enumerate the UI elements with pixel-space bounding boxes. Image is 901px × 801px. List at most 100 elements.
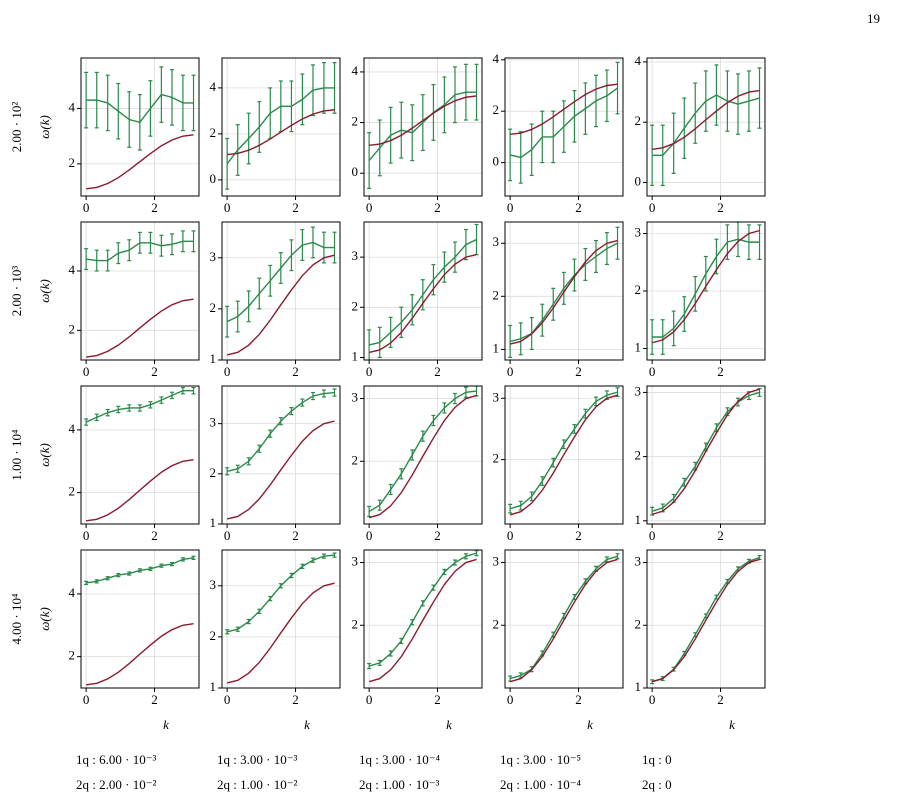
error-bar — [431, 414, 436, 427]
y-tick-label: 3 — [493, 554, 500, 569]
axes-frame — [646, 385, 766, 525]
series-line — [368, 552, 477, 667]
error-bar — [235, 464, 240, 473]
panel: 0 2 1 2 3 — [210, 385, 341, 543]
series-line — [226, 420, 335, 520]
plot-area — [508, 387, 620, 516]
plot-area — [225, 61, 337, 190]
annotation: 2q : 0 — [642, 777, 672, 792]
error-bar — [321, 389, 326, 398]
series-line — [651, 229, 760, 344]
error-bar — [116, 405, 121, 414]
error-bar — [332, 388, 337, 397]
error-bar — [116, 572, 121, 578]
x-tick-label: 2 — [292, 364, 299, 379]
error-bar — [278, 252, 283, 284]
plot-area — [508, 61, 620, 184]
series-line — [369, 95, 477, 147]
series-line — [86, 134, 194, 190]
error-bar — [116, 82, 121, 140]
error-bar — [246, 290, 251, 323]
error-bar — [148, 566, 153, 571]
series-line — [509, 239, 618, 345]
error-bar — [540, 110, 545, 164]
series-line — [86, 623, 194, 686]
error-bar — [127, 571, 132, 576]
error-bar — [105, 576, 110, 581]
x-tick-label: 0 — [224, 692, 231, 707]
x-tick-label: 2 — [575, 200, 582, 215]
error-bar — [300, 73, 305, 126]
x-tick-label: 2 — [434, 364, 441, 379]
series-line — [227, 109, 335, 156]
plot-area — [84, 230, 196, 358]
panel: 0 2 2 3 k 1q : 3.00 · 10⁻⁴ 2q : 1.00 · 10⁻³ — [352, 549, 483, 792]
error-bar — [321, 61, 326, 114]
y-tick-label: 2 — [635, 616, 642, 631]
error-bar — [257, 608, 262, 614]
error-bar — [268, 429, 273, 438]
series-line — [226, 582, 335, 684]
error-bar — [442, 251, 447, 283]
error-bar — [660, 124, 665, 187]
error-bar — [148, 80, 153, 137]
error-bar — [442, 76, 447, 134]
error-bar — [300, 229, 305, 261]
x-tick-label: 2 — [575, 528, 582, 543]
error-bar — [551, 457, 556, 468]
x-axis-label: k — [304, 717, 310, 732]
x-tick-label: 2 — [292, 528, 299, 543]
y-tick-label: 1 — [352, 348, 359, 363]
error-bar — [278, 417, 283, 426]
panel: 0 2 1 2 3 — [493, 221, 624, 379]
error-bar — [540, 476, 545, 486]
error-bar — [137, 404, 142, 412]
y-tick-label: 4 — [493, 51, 500, 66]
y-tick-label: 4 — [69, 421, 76, 436]
y-tick-label: 4 — [352, 63, 359, 78]
row-label: 1.00 · 10⁴ — [9, 429, 24, 481]
annotation: 2q : 1.00 · 10⁻⁴ — [500, 777, 582, 792]
plot-area — [650, 555, 762, 685]
series-line — [509, 391, 618, 510]
error-bar — [225, 467, 230, 476]
error-bar — [84, 71, 89, 129]
error-bar — [593, 74, 598, 128]
y-tick-label: 2 — [493, 451, 500, 466]
error-bar — [551, 287, 556, 321]
error-bar — [105, 408, 110, 417]
error-bar — [474, 550, 479, 557]
series-line — [651, 558, 760, 683]
axes-frame — [80, 57, 200, 197]
error-bar — [420, 430, 425, 442]
series-line — [368, 394, 477, 519]
series-line — [226, 391, 335, 472]
series-line — [86, 298, 194, 358]
error-bar — [94, 71, 99, 129]
y-tick-label: 3 — [352, 554, 359, 569]
error-bar — [377, 499, 382, 511]
axes-frame — [646, 57, 766, 197]
plot-area — [225, 552, 337, 684]
panel: 0 2 2 3 — [352, 385, 483, 543]
y-tick-label: 1 — [635, 512, 642, 527]
error-bar — [442, 402, 447, 414]
error-bar — [367, 662, 372, 670]
y-tick-label: 1 — [210, 515, 217, 530]
error-bar — [268, 595, 273, 602]
error-bar — [410, 104, 415, 162]
x-axis-label: k — [446, 717, 452, 732]
error-bar — [561, 439, 566, 450]
axes-frame — [504, 57, 624, 197]
error-bar — [246, 112, 251, 165]
plot-area — [225, 226, 337, 356]
error-bar — [225, 305, 230, 338]
plot-area — [650, 387, 762, 516]
error-bar — [148, 401, 153, 409]
annotation: 1q : 0 — [642, 752, 672, 767]
error-bar — [561, 271, 566, 305]
y-tick-label: 2 — [69, 648, 76, 663]
page-number: 19 — [867, 11, 880, 26]
error-bar — [572, 90, 577, 143]
error-bar — [410, 619, 415, 626]
